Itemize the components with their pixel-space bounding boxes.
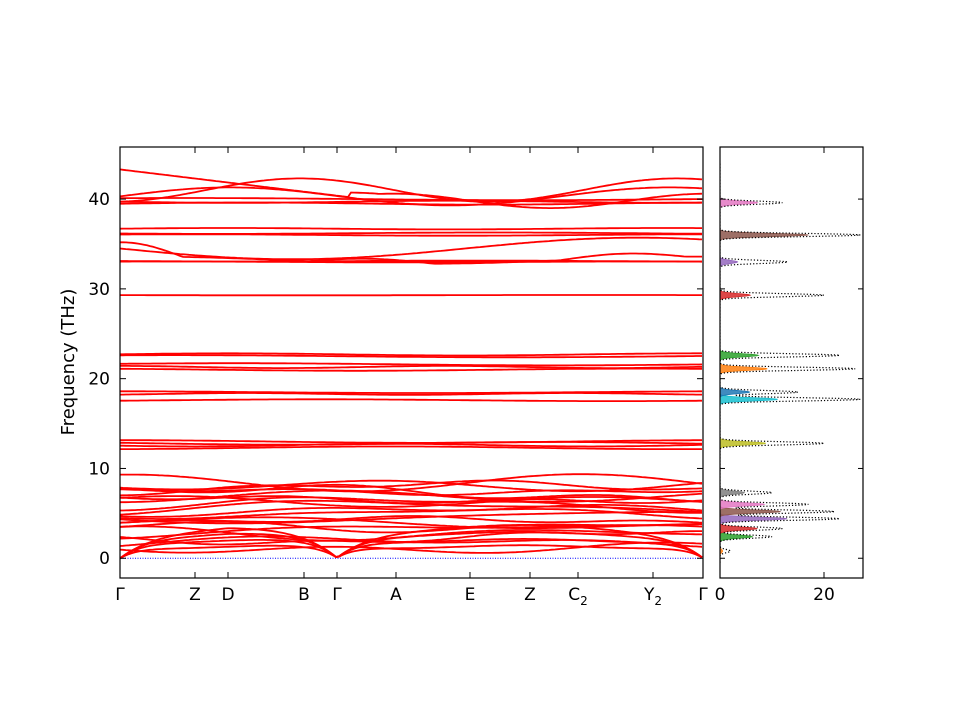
x-tick-label: Γ bbox=[698, 585, 708, 605]
x-tick-label: D bbox=[221, 585, 234, 605]
y-tick-label: 30 bbox=[88, 280, 110, 300]
y-axis-label: Frequency (THz) bbox=[58, 289, 79, 436]
y-tick-label: 10 bbox=[88, 459, 110, 479]
x-tick-label: Z bbox=[189, 585, 201, 605]
x-tick-label: Z bbox=[524, 585, 536, 605]
x-tick-label: Γ bbox=[332, 585, 342, 605]
y-tick-label: 0 bbox=[99, 549, 110, 569]
x-tick-label: Γ bbox=[115, 585, 125, 605]
dos-x-tick-label: 20 bbox=[813, 585, 835, 605]
x-tick-label: A bbox=[390, 585, 402, 605]
x-tick-label: B bbox=[298, 585, 310, 605]
y-tick-label: 40 bbox=[88, 190, 110, 210]
x-tick-label: E bbox=[465, 585, 476, 605]
dos-x-tick-label: 0 bbox=[715, 585, 726, 605]
y-tick-label: 20 bbox=[88, 370, 110, 390]
